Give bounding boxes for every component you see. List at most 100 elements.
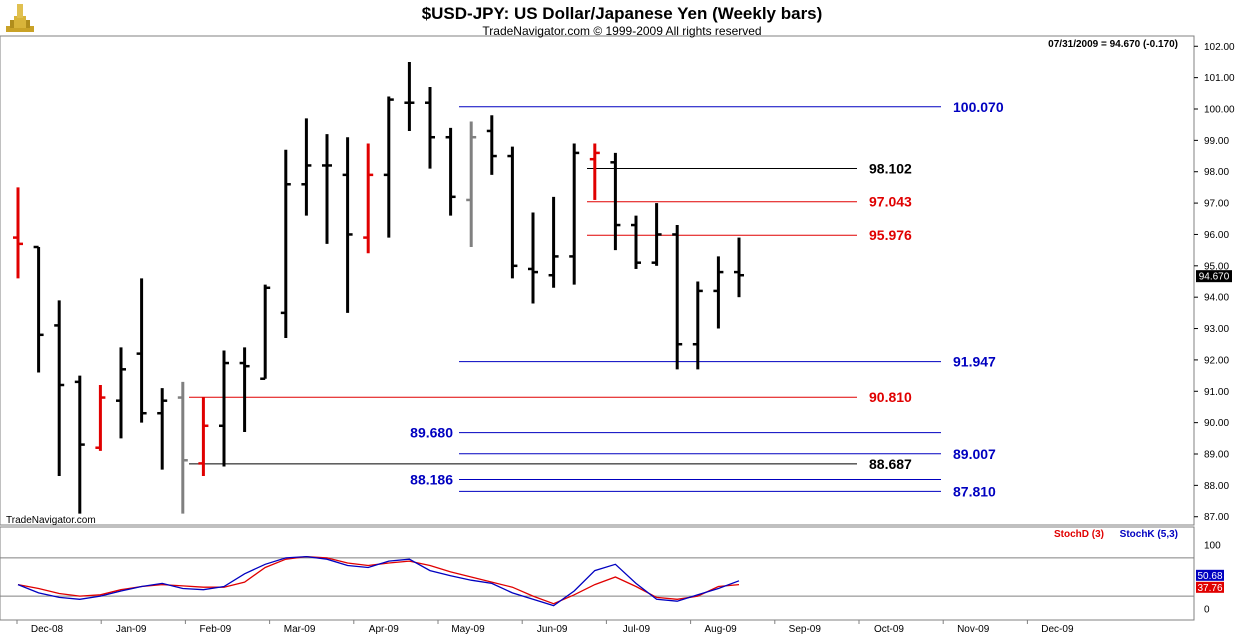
x-month-label: May-09	[451, 624, 485, 635]
ohlc-bar	[507, 146, 518, 279]
ohlc-bar	[198, 397, 209, 476]
level-label: 88.186	[410, 472, 453, 488]
y-tick-label: 101.00	[1204, 73, 1235, 84]
y-tick-label: 90.00	[1204, 418, 1229, 429]
level-label: 91.947	[953, 354, 996, 370]
x-month-label: Dec-08	[31, 624, 64, 635]
level-label: 89.007	[953, 446, 996, 462]
last-price-label: 94.670	[1199, 272, 1230, 283]
stoch-y-tick-label: 100	[1204, 541, 1221, 552]
ohlc-bar	[54, 300, 65, 476]
x-month-label: Mar-09	[284, 624, 316, 635]
level-label: 90.810	[869, 389, 912, 405]
price-panel-frame	[0, 35, 1195, 526]
ohlc-bar	[548, 196, 559, 288]
y-tick-label: 94.00	[1204, 293, 1229, 304]
ohlc-bar	[239, 347, 250, 433]
last-quote-readout: 07/31/2009 = 94.670 (-0.170)	[1048, 39, 1178, 50]
ohlc-bar	[486, 115, 497, 175]
ohlc-bar	[342, 137, 353, 313]
y-tick-label: 95.00	[1204, 261, 1229, 272]
last-price-marker: 94.670	[1196, 270, 1232, 283]
x-month-label: Sep-09	[789, 624, 822, 635]
level-lines: 100.070 98.102 97.043 95.976 91.947 90.810 89.…	[189, 99, 1004, 499]
watermark: TradeNavigator.com	[6, 515, 96, 526]
ohlc-bar	[177, 381, 188, 514]
stochd-value-label: 37.76	[1197, 583, 1222, 594]
level-label: 87.810	[953, 483, 996, 499]
ohlc-bar	[651, 203, 662, 266]
y-tick-label: 102.00	[1204, 42, 1235, 53]
y-tick-label: 99.00	[1204, 136, 1229, 147]
level-label: 98.102	[869, 161, 912, 177]
legend-stochd: StochD (3)	[1054, 529, 1104, 540]
stoch-panel-frame	[0, 526, 1195, 621]
y-tick-label: 96.00	[1204, 230, 1229, 241]
y-tick-label: 91.00	[1204, 387, 1229, 398]
y-tick-label: 93.00	[1204, 324, 1229, 335]
chart-subtitle: TradeNavigator.com © 1999-2009 All right…	[482, 24, 761, 38]
stochk-value-box	[1196, 569, 1224, 581]
ohlc-bar	[13, 187, 23, 279]
ohlc-bar	[713, 256, 724, 329]
ohlc-bar	[95, 385, 106, 451]
y-tick-label: 89.00	[1204, 450, 1229, 461]
y-tick-label: 87.00	[1204, 512, 1229, 523]
stoch-y-tick-label: 0	[1204, 604, 1210, 615]
ohlc-bar	[260, 284, 271, 380]
tradenavigator-logo-icon	[6, 4, 34, 32]
stochd-value-box	[1196, 581, 1224, 593]
ohlc-bar	[692, 281, 703, 370]
level-label: 95.976	[869, 227, 912, 243]
ohlc-bar	[74, 375, 85, 514]
ohlc-bar	[33, 245, 44, 373]
ohlc-bar	[157, 388, 168, 470]
ohlc-bar	[116, 347, 126, 439]
x-month-label: Aug-09	[704, 624, 737, 635]
ohlc-bar	[425, 87, 435, 169]
ohlc-bar	[672, 225, 683, 370]
stoch-series-line	[17, 555, 740, 607]
level-label: 89.680	[410, 425, 453, 441]
y-tick-label: 98.00	[1204, 167, 1229, 178]
stochk-value-label: 50.68	[1197, 571, 1222, 582]
ohlc-bar	[322, 134, 332, 244]
ohlc-bar	[569, 143, 580, 285]
ohlc-bar	[383, 96, 394, 238]
ohlc-bar	[631, 215, 641, 269]
ohlc-bar	[136, 278, 147, 423]
ohlc-bar	[363, 143, 374, 254]
y-tick-label: 100.00	[1204, 105, 1235, 116]
ohlc-bar	[528, 212, 538, 304]
x-month-label: Nov-09	[957, 624, 990, 635]
ohlc-bar	[301, 118, 312, 216]
price-y-axis: 102.00 101.00 100.00 99.00 98.00 97.00 96.00 95…	[1194, 42, 1235, 523]
ohlc-bar	[589, 143, 600, 200]
ohlc-bar	[219, 350, 229, 467]
legend-stochk: StochK (5,3)	[1120, 529, 1178, 540]
chart-title: $USD-JPY: US Dollar/Japanese Yen (Weekly…	[422, 4, 823, 23]
x-month-label: Oct-09	[874, 624, 904, 635]
x-month-label: Apr-09	[369, 624, 399, 635]
x-month-label: Jul-09	[623, 624, 651, 635]
y-tick-label: 97.00	[1204, 199, 1229, 210]
level-label: 88.687	[869, 456, 912, 472]
ohlc-bar	[404, 61, 415, 131]
ohlc-bar	[280, 149, 291, 338]
last-price-box	[1196, 270, 1232, 283]
y-tick-label: 88.00	[1204, 481, 1229, 492]
x-axis: Dec-08 Jan-09 Feb-09 Mar-09 Apr-09 May-09 Jun-…	[16, 620, 1074, 635]
x-month-label: Feb-09	[200, 624, 232, 635]
level-label: 97.043	[869, 194, 912, 210]
ohlc-bar	[610, 152, 621, 251]
x-month-label: Dec-09	[1041, 624, 1074, 635]
x-month-label: Jun-09	[537, 624, 568, 635]
x-month-label: Jan-09	[116, 624, 147, 635]
ohlc-bar	[734, 237, 744, 298]
ohlc-bars	[13, 61, 744, 514]
ohlc-bar	[466, 121, 477, 247]
ohlc-bar	[445, 127, 456, 216]
y-tick-label: 92.00	[1204, 355, 1229, 366]
